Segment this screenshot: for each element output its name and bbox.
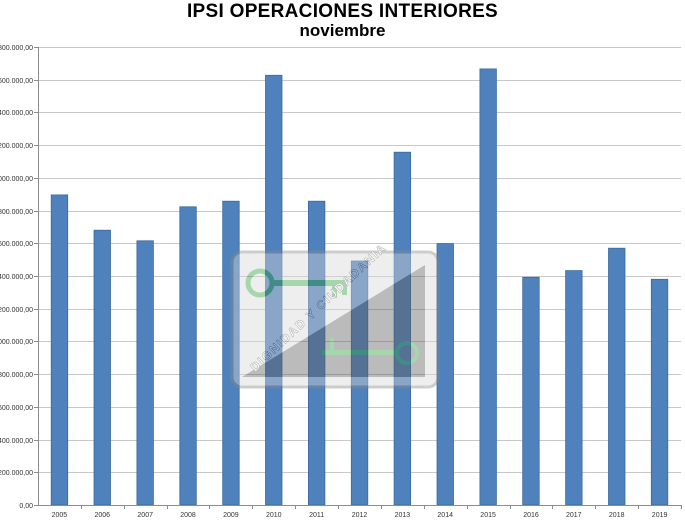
y-tick-label: 600.000,00 <box>0 241 33 248</box>
x-tick-label: 2017 <box>566 512 582 519</box>
bar-2019 <box>650 278 669 506</box>
x-axis-ticks: 2005 2006 2007 2008 2009 2010 2011 2012 2013 2014… <box>52 505 682 519</box>
bar-2006 <box>93 229 111 506</box>
y-tick-label: 600.000,00 <box>0 405 33 412</box>
x-tick-label: 2019 <box>652 512 668 519</box>
y-tick-label: 400.000,00 <box>0 274 33 281</box>
key-icon <box>245 268 419 365</box>
x-tick-label: 2015 <box>480 512 496 519</box>
x-tick-label: 2006 <box>95 512 111 519</box>
y-tick-label: 600.000,00 <box>0 78 33 85</box>
y-tick-label: 200.000,00 <box>0 143 33 150</box>
y-tick-label: 000.000,00 <box>0 176 33 183</box>
watermark-frame <box>230 250 440 389</box>
y-tick-label: 400.000,00 <box>0 110 33 117</box>
x-tick-label: 2007 <box>137 512 153 519</box>
x-tick-label: 2013 <box>395 512 411 519</box>
x-tick-label: 2008 <box>180 512 196 519</box>
bar-2008 <box>179 206 197 506</box>
x-tick-label: 2014 <box>437 512 453 519</box>
axes <box>38 47 681 506</box>
x-tick-label: 2016 <box>523 512 539 519</box>
chart-subtitle: noviembre <box>299 21 386 40</box>
y-tick-label: 000.000,00 <box>0 339 33 346</box>
x-tick-label: 2018 <box>609 512 625 519</box>
y-tick-label: 800.000,00 <box>0 372 33 379</box>
x-tick-label: 2010 <box>266 512 282 519</box>
bar-2015 <box>479 68 497 506</box>
x-tick-label: 2012 <box>352 512 368 519</box>
x-tick-label: 2011 <box>309 512 324 519</box>
y-tick-label: 200.000,00 <box>0 307 33 314</box>
y-tick-label: 800.000,00 <box>0 209 33 216</box>
y-tick-label: 0,00 <box>19 503 33 510</box>
chart-title: IPSI OPERACIONES INTERIORES <box>186 1 499 22</box>
y-tick-label: 400.000,00 <box>0 438 33 445</box>
watermark-logo: DIGNIDAD Y CIUDADANIA <box>230 240 440 389</box>
bar-2018 <box>608 247 626 506</box>
x-tick-label: 2009 <box>223 512 239 519</box>
bar-2016 <box>522 276 540 506</box>
x-tick-label: 2005 <box>52 512 68 519</box>
watermark-triangle <box>242 265 425 377</box>
bar-2005 <box>50 194 69 506</box>
bar-2007 <box>136 240 154 506</box>
bar-series <box>50 68 669 506</box>
y-tick-label: 800.000,00 <box>0 45 33 52</box>
y-tick-label: 200.000,00 <box>0 470 33 477</box>
y-axis-ticks: 0,00 200.000,00 400.000,00 600.000,00 800.00… <box>0 45 38 510</box>
bar-2017 <box>565 270 583 506</box>
